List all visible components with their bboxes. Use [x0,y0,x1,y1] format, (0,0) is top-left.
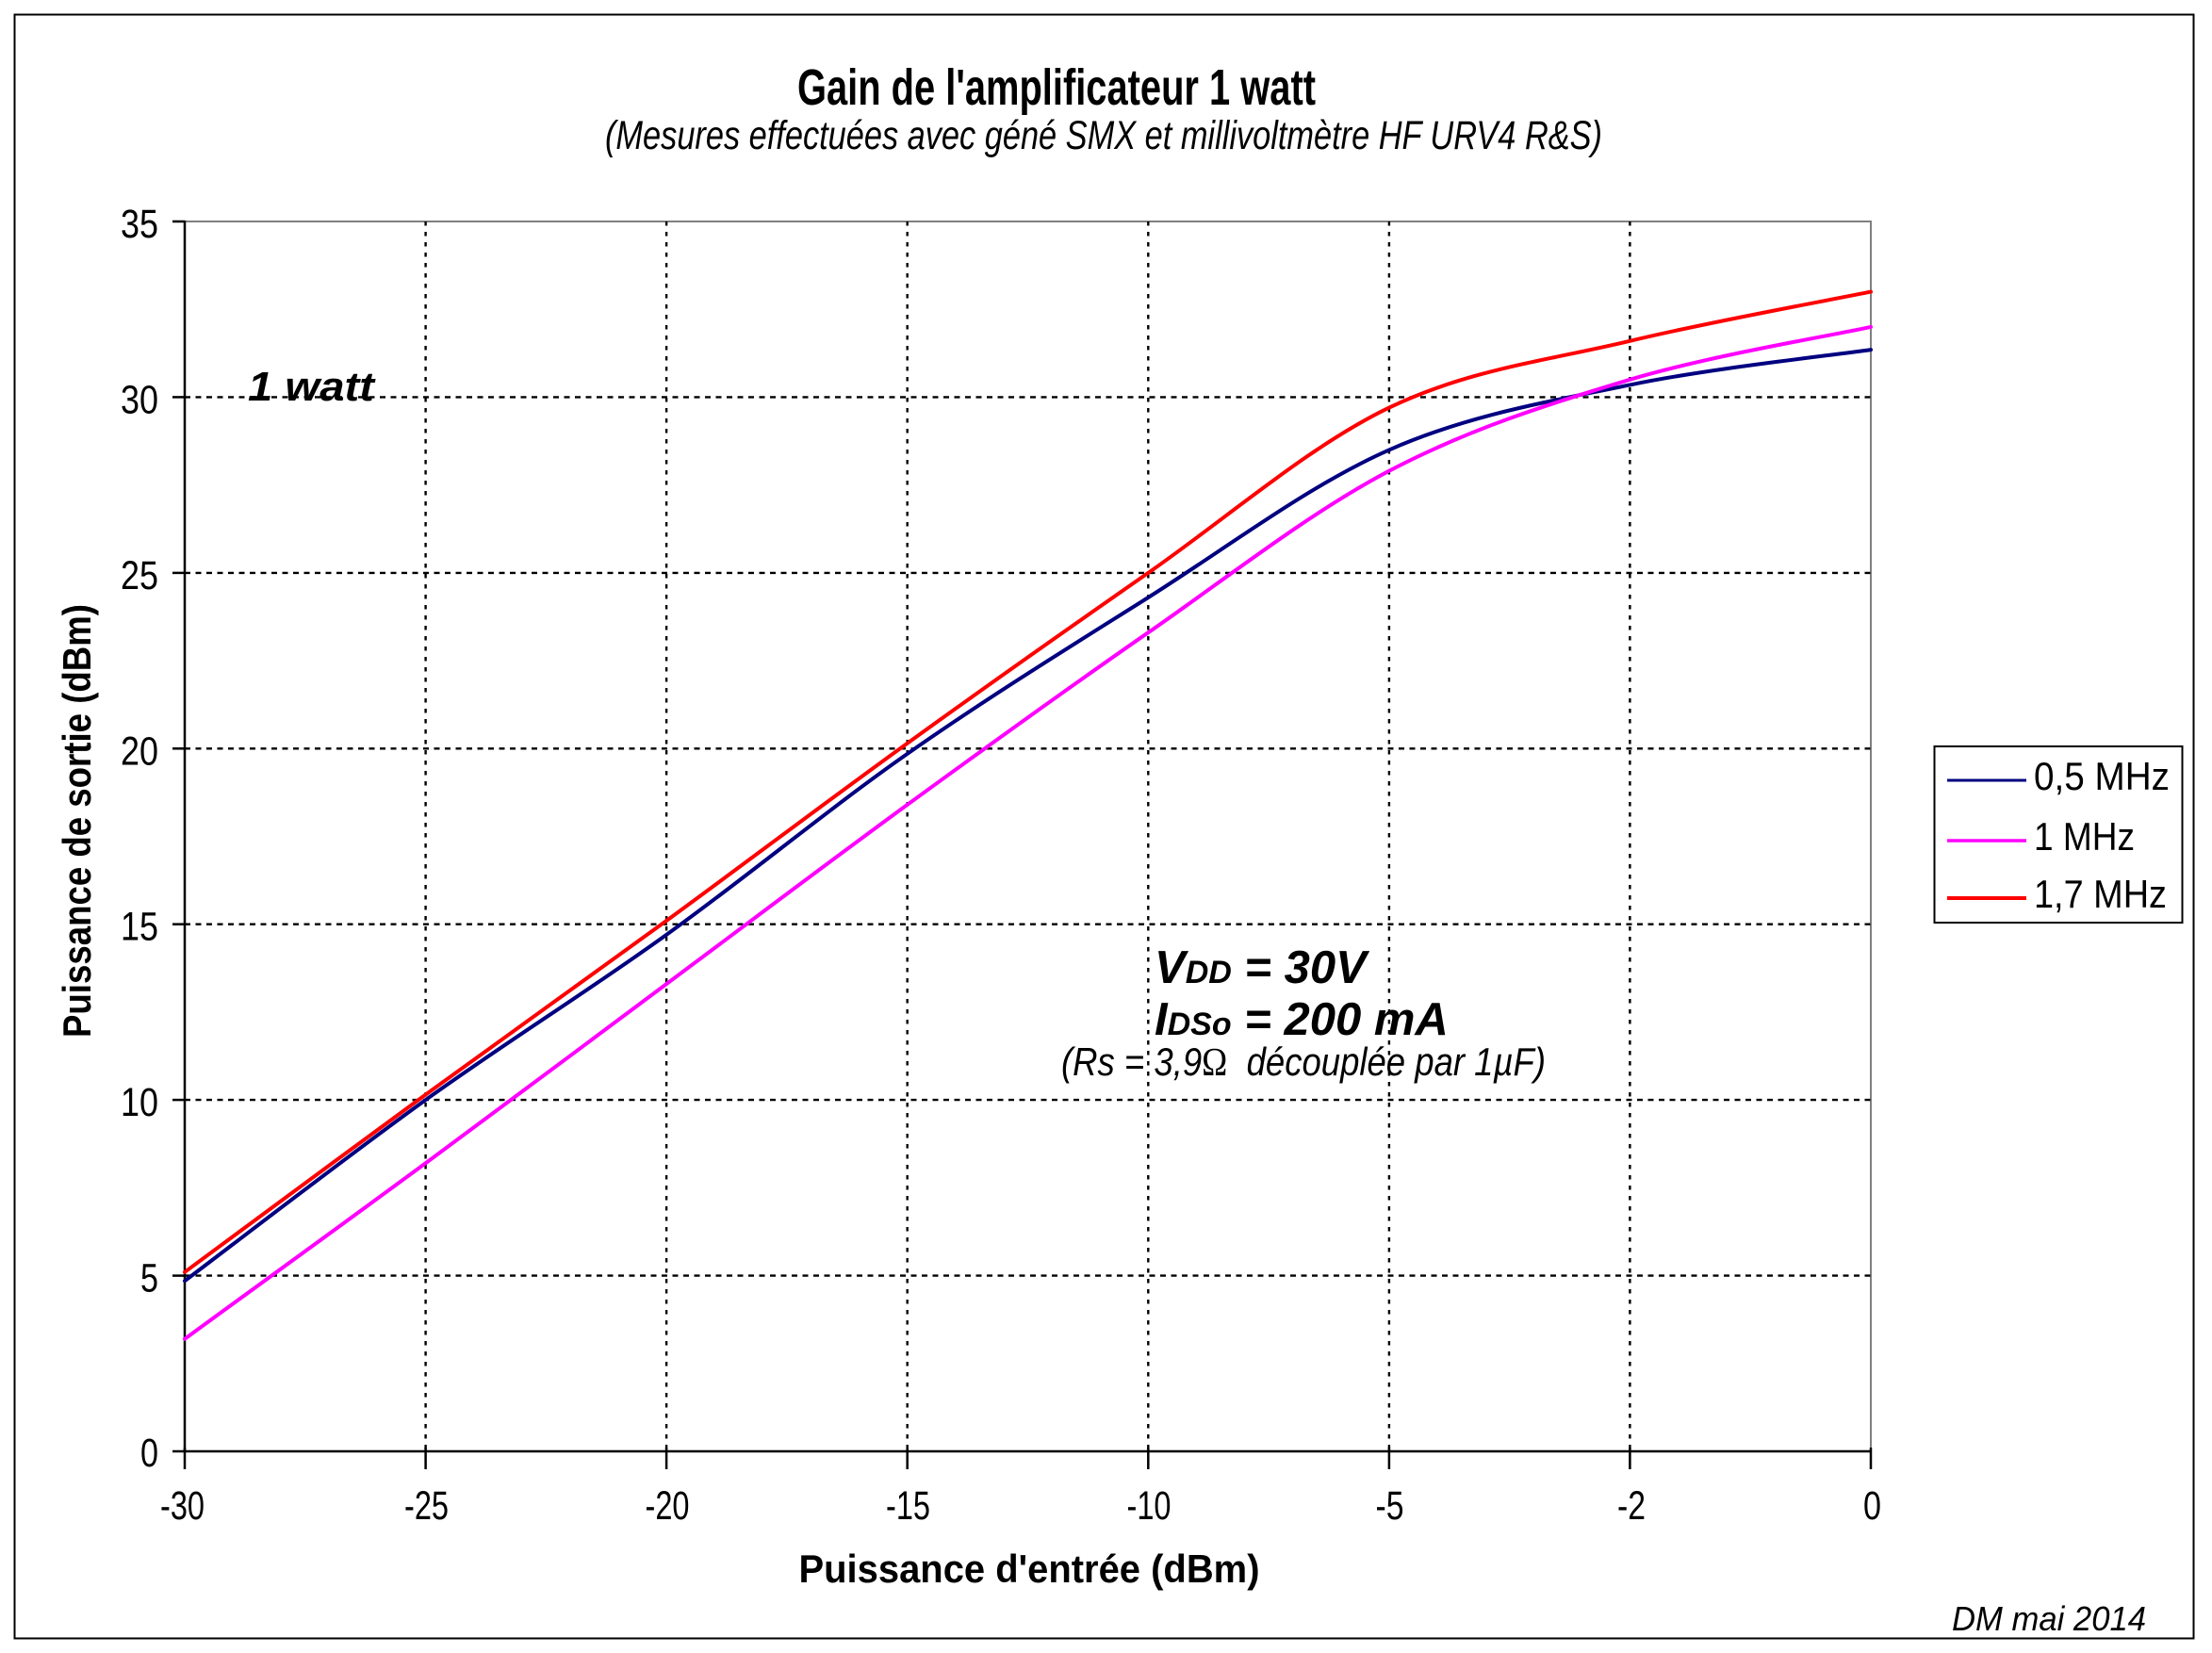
svg-text:-25: -25 [404,1483,449,1529]
svg-text:-15: -15 [886,1483,930,1529]
svg-text:10: 10 [121,1080,158,1125]
svg-text:0,5 MHz: 0,5 MHz [2034,754,2170,798]
svg-text:DM mai 2014: DM mai 2014 [1952,1599,2146,1638]
svg-text:-20: -20 [646,1483,690,1529]
svg-text:-10: -10 [1127,1483,1172,1529]
svg-text:-30: -30 [160,1483,205,1529]
svg-text:1 MHz: 1 MHz [2034,814,2135,859]
svg-text:30: 30 [121,377,158,422]
svg-text:25: 25 [121,553,158,598]
svg-text:(Rs = 3,9Ω découplée par 1µF): (Rs = 3,9Ω découplée par 1µF) [1061,1039,1546,1085]
svg-text:-2: -2 [1617,1483,1646,1529]
svg-text:1,7 MHz: 1,7 MHz [2034,872,2167,916]
svg-text:IDSo = 200 mA: IDSo = 200 mA [1155,994,1449,1045]
svg-text:0: 0 [1863,1483,1881,1529]
svg-text:5: 5 [140,1256,158,1301]
svg-text:0: 0 [140,1431,158,1476]
svg-text:15: 15 [121,905,158,950]
svg-text:35: 35 [121,202,158,247]
svg-text:Puissance de sortie (dBm): Puissance de sortie (dBm) [55,604,99,1038]
svg-text:Gain de l'amplificateur 1 watt: Gain de l'amplificateur 1 watt [797,59,1316,116]
svg-text:1 watt: 1 watt [248,364,377,410]
svg-text:20: 20 [121,728,158,774]
svg-text:(Mesures effectuées avec géné: (Mesures effectuées avec géné SMX et mil… [605,113,1602,158]
svg-text:Puissance d'entrée (dBm): Puissance d'entrée (dBm) [799,1547,1260,1591]
svg-text:-5: -5 [1376,1483,1404,1529]
